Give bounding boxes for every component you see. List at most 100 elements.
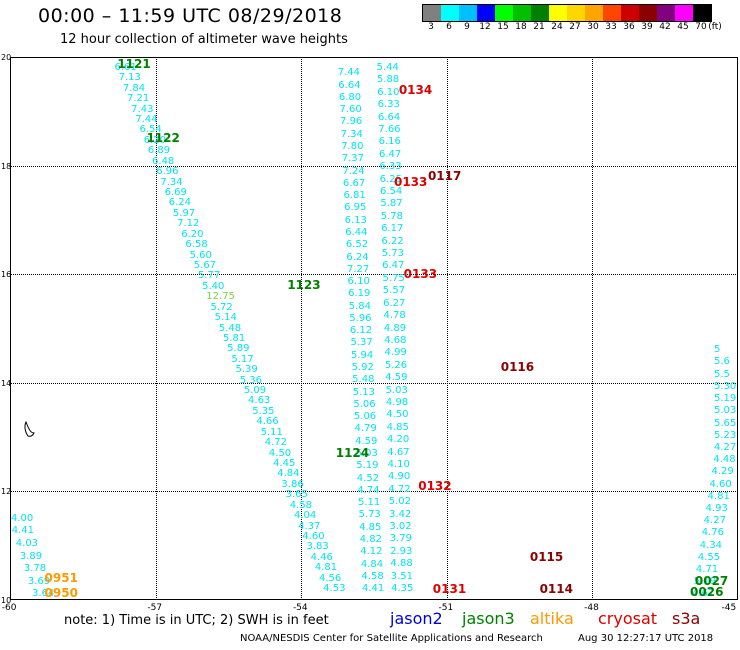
- longitude-gridline: [155, 57, 157, 600]
- wave-height-reading: 4.29: [711, 466, 734, 478]
- wave-height-reading: 3.89: [19, 550, 43, 562]
- colorbar-swatch: [675, 5, 693, 21]
- wave-height-reading: 4.34: [699, 539, 723, 551]
- satellite-pass-label: 0117: [427, 169, 462, 184]
- colorbar-label: 12: [479, 22, 491, 32]
- colorbar-label: 36: [623, 22, 635, 32]
- wave-height-reading: 5.17: [231, 353, 254, 365]
- wave-height-reading: 5.09: [243, 385, 267, 397]
- wave-height-reading: 4.52: [356, 472, 380, 484]
- wave-height-reading: 7.96: [340, 116, 363, 128]
- wave-height-reading: 5.81: [223, 332, 246, 344]
- wave-height-reading: 4.41: [362, 583, 385, 595]
- longitude-label: -48: [584, 603, 599, 613]
- colorbar-swatch: [531, 5, 549, 21]
- wave-height-reading: 3.79: [389, 533, 412, 545]
- latitude-gridline: [10, 165, 738, 167]
- wave-height-reading: 6.80: [338, 91, 362, 103]
- wave-height-reading: 4.81: [314, 562, 338, 574]
- colorbar-unit-label: (ft): [708, 22, 722, 32]
- wave-height-reading: 4.04: [293, 510, 317, 522]
- wave-height-reading: 3.02: [389, 521, 412, 533]
- wave-height-reading: 7.13: [118, 72, 141, 84]
- wave-height-reading: 4.78: [383, 310, 406, 322]
- wave-height-reading: 4.58: [361, 570, 384, 582]
- wave-height-reading: 4.50: [268, 447, 292, 459]
- longitude-label: -60: [1, 603, 17, 613]
- wave-height-reading: 6.20: [143, 134, 166, 146]
- wave-height-reading: 4.50: [386, 409, 409, 421]
- wave-height-reading: 5.87: [380, 198, 403, 210]
- longitude-label: -54: [292, 603, 308, 613]
- colorbar-swatch: [477, 5, 495, 21]
- wave-height-reading: 7.84: [122, 82, 146, 94]
- wave-height-reading: 4.74: [357, 484, 380, 496]
- wave-height-reading: 6.10: [347, 276, 370, 288]
- wave-height-reading: 7.27: [346, 263, 370, 275]
- wave-height-reading: 3.78: [23, 563, 47, 575]
- wave-height-reading: 4.93: [705, 503, 728, 515]
- wave-height-reading: 7.34: [160, 176, 183, 188]
- colorbar-swatch: [639, 5, 657, 21]
- wave-height-reading: 4.59: [385, 372, 408, 384]
- wave-height-reading: 7.24: [342, 165, 365, 177]
- wave-height-reading: 5.48: [218, 322, 242, 334]
- colorbar-swatch: [549, 5, 567, 21]
- legend-cryosat: cryosat: [598, 609, 658, 628]
- wave-height-reading: 4.46: [310, 551, 333, 563]
- colorbar-swatch: [603, 5, 621, 21]
- wave-height-reading: 5.03: [355, 448, 378, 460]
- wave-height-reading: 5.77: [197, 270, 221, 282]
- wave-height-reading: 7.44: [337, 67, 360, 79]
- wave-height-reading: 4.53: [323, 583, 346, 595]
- wave-height-reading: 5.84: [348, 300, 371, 312]
- wave-height-reading: 7.44: [135, 113, 158, 125]
- wave-height-reading: 5.67: [193, 259, 217, 271]
- wave-height-reading: 5.03: [714, 405, 737, 417]
- satellite-pass-label: 0027: [694, 573, 729, 588]
- colorbar-swatch: [693, 5, 711, 21]
- wave-height-reading: 6.96: [156, 166, 179, 178]
- wave-height-reading: 4.56: [318, 572, 342, 584]
- wave-height-reading: 3.69: [27, 575, 51, 587]
- wave-height-reading: 6.61: [114, 61, 137, 73]
- colorbar-label: 15: [497, 22, 509, 32]
- wave-height-reading: 5.19: [693, 576, 717, 588]
- longitude-label: -51: [438, 603, 454, 613]
- wave-height-reading: 4.71: [695, 564, 719, 576]
- wave-height-reading: 6.16: [378, 136, 401, 148]
- satellite-pass-label: 0114: [539, 582, 573, 597]
- latitude-label: 18: [1, 161, 12, 171]
- wave-height-reading: 4.67: [387, 446, 410, 458]
- wave-height-reading: 5.60: [189, 249, 212, 261]
- wave-height-reading: 3.51: [390, 570, 414, 582]
- wave-height-reading: 4.82: [359, 534, 382, 545]
- wave-height-reading: 7.37: [341, 153, 365, 165]
- wave-height-reading: 5.30: [714, 380, 737, 392]
- wave-height-reading: 5.19: [356, 460, 379, 472]
- wave-height-reading: 6.13: [344, 214, 367, 226]
- cursor-icon: [24, 420, 35, 437]
- wave-height-reading: 5.14: [214, 312, 237, 324]
- colorbar-swatch: [423, 5, 441, 21]
- wave-height-reading: 5.02: [388, 496, 411, 508]
- wave-height-reading: 5.40: [202, 280, 225, 292]
- satellite-pass-label: 0950: [44, 586, 78, 600]
- wave-height-reading: 5.23: [714, 429, 737, 441]
- colorbar-swatch: [495, 5, 513, 21]
- colorbar-swatch: [513, 5, 531, 21]
- latitude-gridline: [10, 491, 738, 493]
- longitude-label: -45: [721, 603, 737, 613]
- satellite-pass-label: 0132: [418, 478, 452, 493]
- wave-height-reading: 3.86: [281, 478, 304, 490]
- wave-height-reading: 6.33: [379, 161, 402, 173]
- wave-height-reading: 5.92: [351, 362, 374, 374]
- wave-height-reading: 4.66: [256, 416, 279, 428]
- wave-height-reading: 6.24: [346, 251, 369, 263]
- wave-height-reading: 6.64: [338, 79, 361, 91]
- wave-height-reading: 6.22: [381, 235, 404, 247]
- latitude-gridline: [10, 382, 738, 384]
- wave-height-reading: 6.17: [381, 223, 404, 235]
- wave-height-reading: 6.20: [181, 228, 204, 240]
- wave-height-reading: 6.19: [348, 288, 371, 300]
